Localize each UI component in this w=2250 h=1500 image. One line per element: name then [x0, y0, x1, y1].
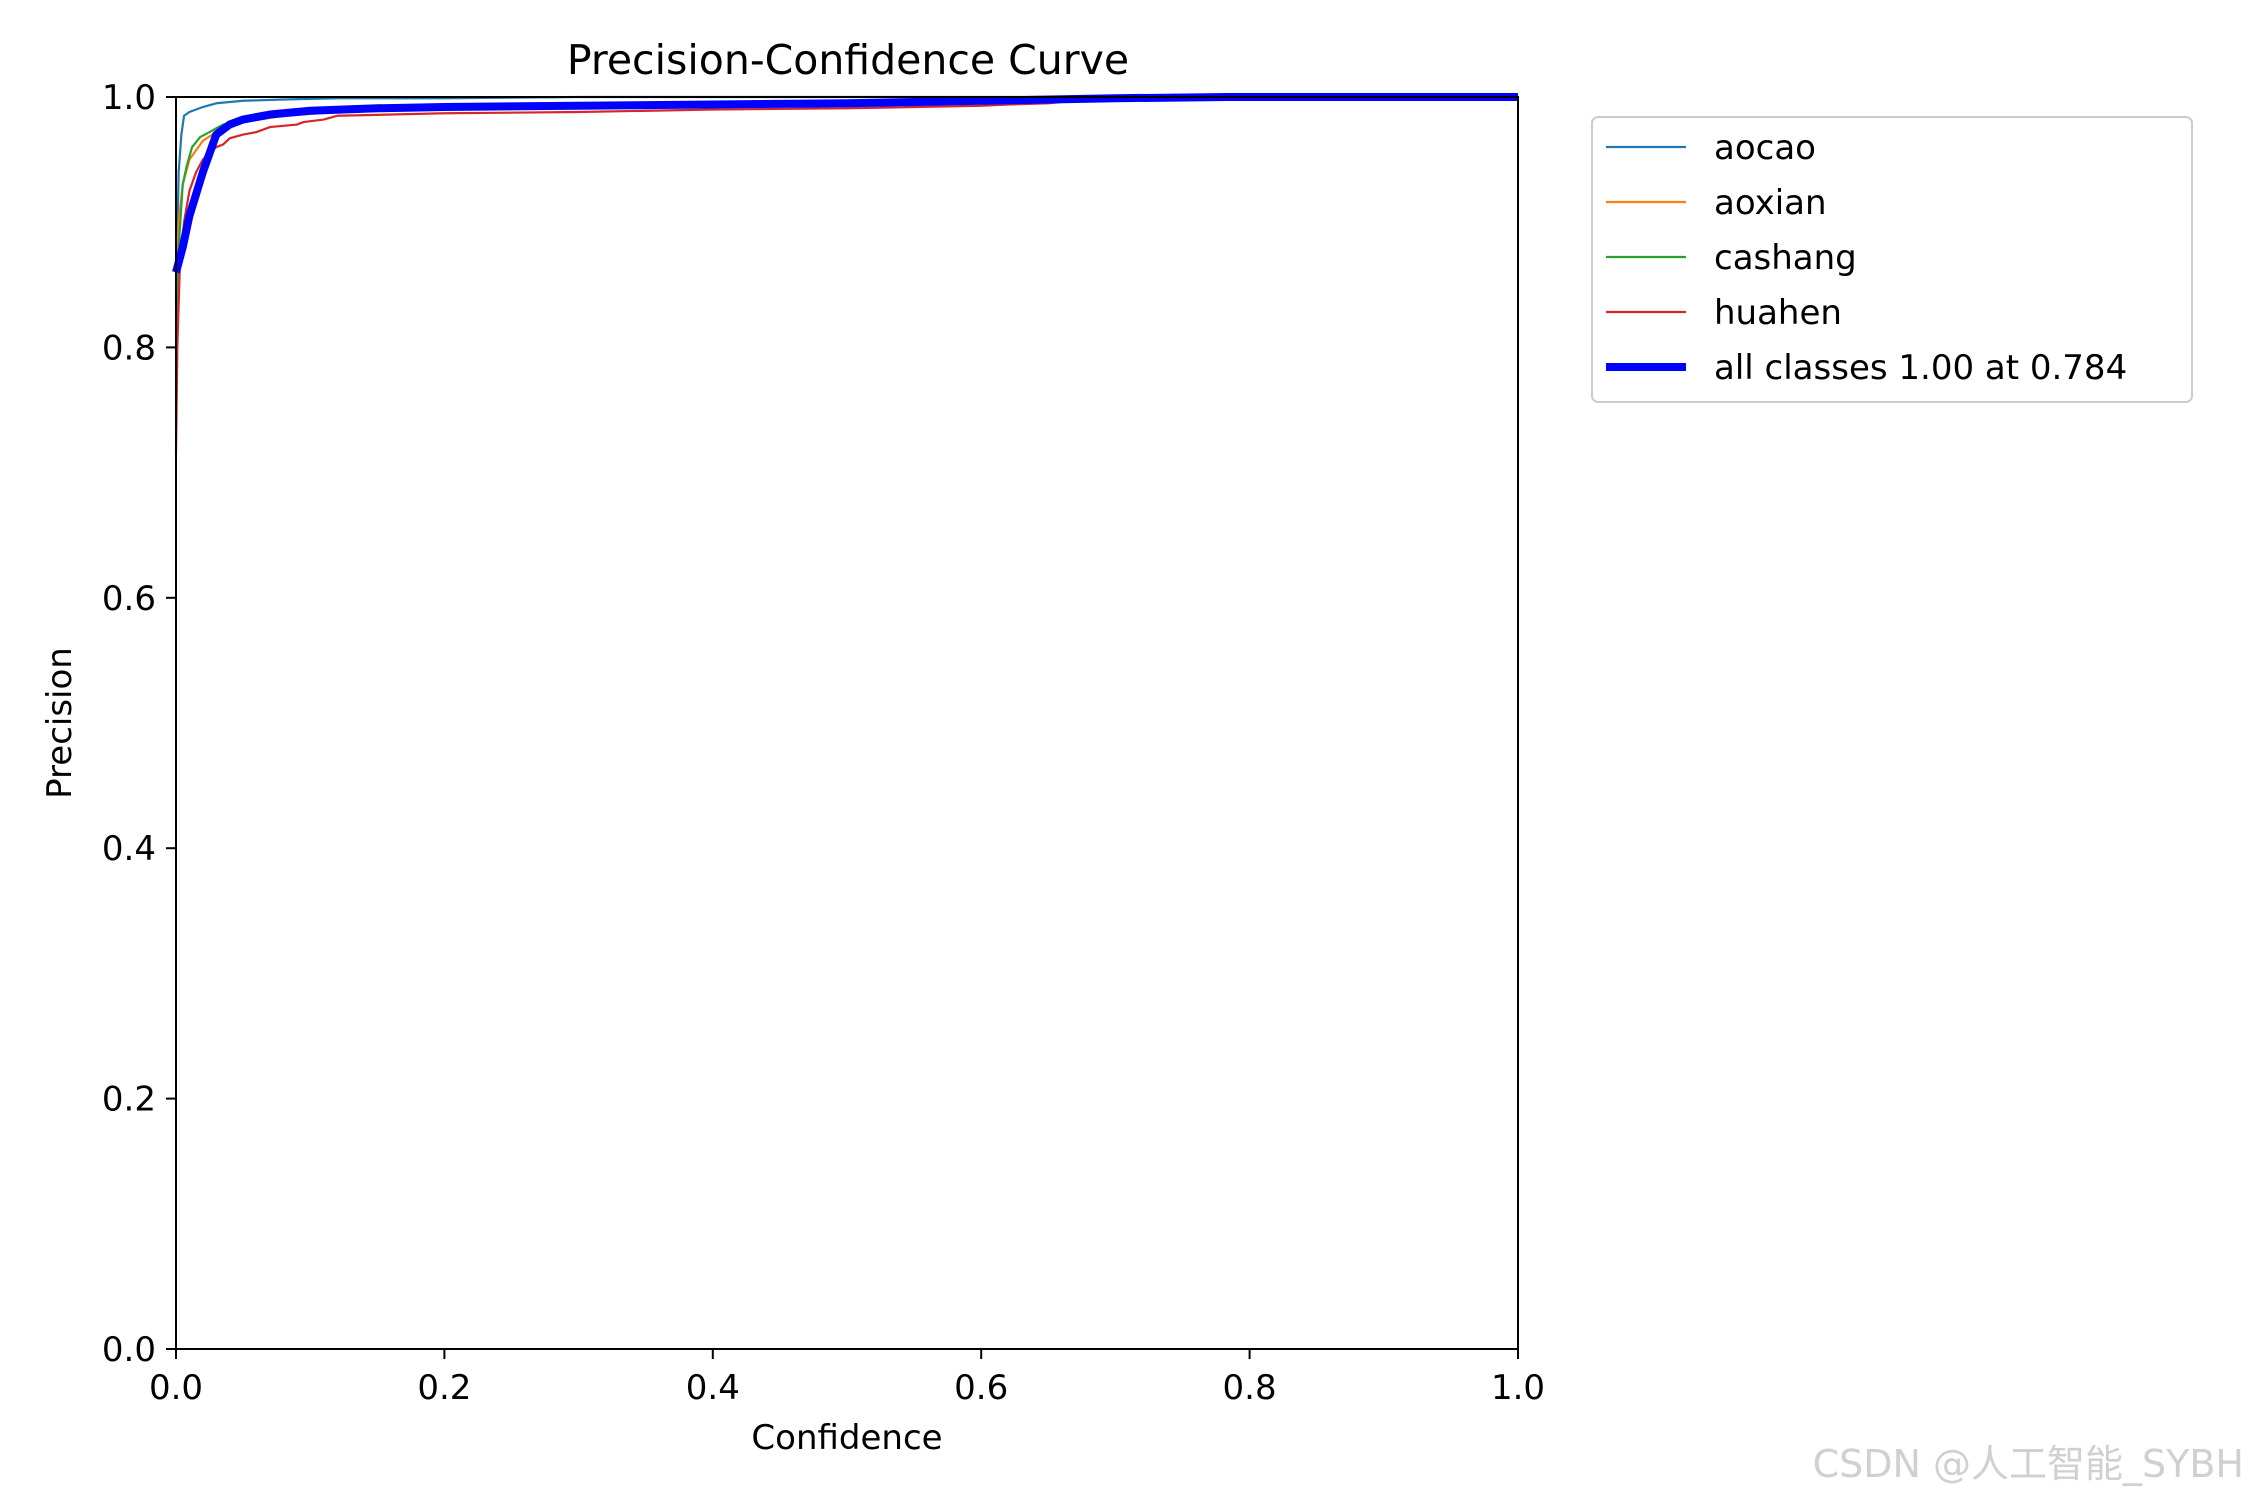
y-tick-label: 0.2: [102, 1080, 156, 1120]
legend-label-1: aoxian: [1714, 183, 1827, 223]
legend-label-2: cashang: [1714, 238, 1857, 278]
legend: aocao aoxian cashang huahen all classes 1.00…: [1591, 116, 2193, 403]
y-tick-label: 0.0: [102, 1330, 156, 1370]
x-tick-label: 0.2: [417, 1368, 471, 1408]
x-tick-label: 0.0: [149, 1368, 203, 1408]
plot-area: [172, 93, 1519, 1350]
y-axis-label: Precision: [40, 647, 80, 799]
x-axis-ticks: 0.0 0.2 0.4 0.6 0.8 1.0: [149, 1349, 1545, 1408]
series-layer: [172, 93, 1519, 454]
legend-label-4: all classes 1.00 at 0.784: [1714, 348, 2127, 388]
legend-label-0: aocao: [1714, 128, 1816, 168]
legend-label-3: huahen: [1714, 293, 1842, 333]
x-axis-label: Confidence: [751, 1418, 942, 1458]
x-tick-label: 1.0: [1491, 1368, 1545, 1408]
x-tick-label: 0.6: [954, 1368, 1008, 1408]
series-line-4: [172, 93, 1518, 274]
x-tick-label: 0.4: [686, 1368, 740, 1408]
legend-items: aocao aoxian cashang huahen all classes 1.00…: [1606, 128, 2127, 388]
y-tick-label: 1.0: [102, 78, 156, 118]
chart-title: Precision-Confidence Curve: [567, 36, 1129, 84]
plot-frame: [175, 96, 1519, 1350]
legend-frame: [1591, 116, 2193, 403]
x-tick-label: 0.8: [1223, 1368, 1277, 1408]
watermark: CSDN @人工智能_SYBH: [1813, 1442, 2244, 1486]
plot-background: [176, 97, 1518, 1349]
y-tick-label: 0.8: [102, 328, 156, 368]
y-tick-label: 0.4: [102, 829, 156, 869]
y-tick-label: 0.6: [102, 579, 156, 619]
y-axis-ticks: 0.0 0.2 0.4 0.6 0.8 1.0: [102, 78, 176, 1370]
